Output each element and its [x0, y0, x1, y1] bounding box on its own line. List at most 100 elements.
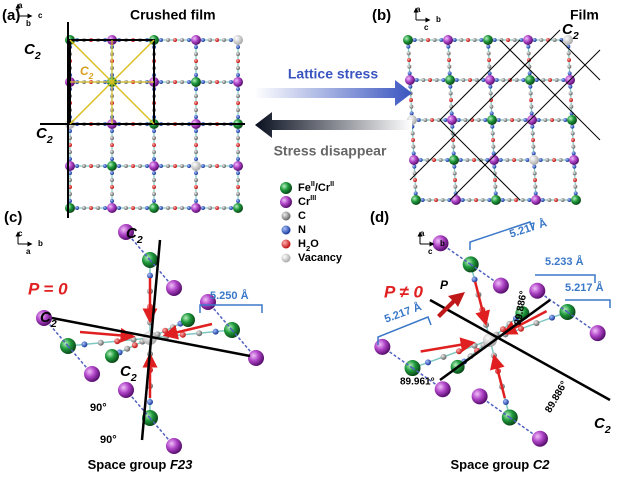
- atom: [453, 185, 457, 189]
- atom: [222, 206, 226, 210]
- atom: [159, 38, 163, 42]
- atom: [222, 80, 226, 84]
- atom: [569, 91, 573, 95]
- atom: [466, 38, 470, 42]
- c2-axis: [440, 300, 550, 380]
- c2-label: C2: [24, 41, 41, 62]
- atom: [166, 38, 170, 42]
- panel-title: Crushed film: [130, 7, 216, 23]
- atom: [459, 38, 463, 42]
- atom: [531, 138, 535, 142]
- atom: [492, 165, 496, 169]
- atom: [187, 38, 191, 42]
- atom: [410, 111, 414, 115]
- atom: [483, 322, 489, 328]
- atom: [561, 198, 565, 202]
- atom: [411, 145, 415, 149]
- distance: 5.217 Å: [565, 281, 604, 294]
- atom: [428, 78, 432, 82]
- atom: [446, 45, 450, 49]
- text-part: II: [330, 180, 334, 188]
- atom: [194, 115, 198, 119]
- atom: [162, 328, 168, 334]
- atom: [236, 143, 240, 147]
- labels: Lattice stressStress disappearFeII/CrIIC…: [2, 1, 611, 472]
- atom: [449, 98, 453, 102]
- atom: [117, 206, 121, 210]
- atom: [528, 71, 532, 75]
- angle: 89.886°: [543, 379, 570, 414]
- atom: [194, 136, 198, 140]
- atom: [222, 164, 226, 168]
- atom: [236, 45, 240, 49]
- atom: [569, 98, 573, 102]
- text-part: Vacancy: [298, 252, 343, 264]
- polarization: P ≠ 0: [384, 282, 423, 301]
- atom: [411, 195, 421, 205]
- atom: [567, 65, 571, 69]
- atom: [110, 185, 114, 189]
- atom: [110, 143, 114, 147]
- atom: [569, 105, 573, 109]
- atom: [472, 277, 478, 283]
- atom: [571, 195, 581, 205]
- atom: [103, 164, 107, 168]
- atom: [409, 105, 413, 109]
- atom: [527, 198, 531, 202]
- atom: [493, 178, 497, 182]
- atom: [236, 178, 240, 182]
- atom: [461, 78, 465, 82]
- atom: [450, 111, 454, 115]
- atom: [559, 158, 563, 162]
- atom: [487, 58, 491, 62]
- atom: [180, 80, 184, 84]
- atom: [441, 198, 445, 202]
- axis-label: c: [38, 11, 43, 20]
- atom: [166, 164, 170, 168]
- atom: [180, 38, 184, 42]
- atom: [555, 78, 559, 82]
- atom: [406, 45, 410, 49]
- atom: [486, 45, 490, 49]
- atom: [236, 101, 240, 105]
- atom: [409, 98, 413, 102]
- atom: [532, 431, 548, 447]
- atom: [441, 78, 445, 82]
- atom: [407, 51, 411, 55]
- atom: [194, 66, 198, 70]
- text-part: C: [298, 210, 306, 222]
- atom: [233, 203, 243, 213]
- atom: [236, 150, 240, 154]
- atom: [525, 75, 535, 85]
- atom: [521, 78, 525, 82]
- atom: [573, 171, 577, 175]
- text-part: /Cr: [315, 182, 331, 194]
- arrow-forward: [255, 80, 412, 106]
- atom: [493, 278, 509, 294]
- atom: [529, 91, 533, 95]
- text-part: N: [298, 224, 306, 236]
- atom: [548, 78, 552, 82]
- atom: [483, 118, 487, 122]
- atom: [194, 143, 198, 147]
- axis-label: a: [416, 5, 421, 14]
- atom: [236, 185, 240, 189]
- atom: [194, 45, 198, 49]
- atom: [152, 143, 156, 147]
- atom: [194, 87, 198, 91]
- atom: [448, 71, 452, 75]
- atom: [495, 78, 499, 82]
- atom: [554, 198, 558, 202]
- atom: [472, 343, 478, 349]
- atom: [236, 94, 240, 98]
- atom: [421, 198, 425, 202]
- atom: [491, 145, 495, 149]
- atom: [233, 77, 243, 87]
- atom: [435, 78, 439, 82]
- atom: [453, 38, 457, 42]
- atom: [529, 105, 533, 109]
- axis-label: a: [420, 229, 425, 238]
- atom: [173, 38, 177, 42]
- atom: [421, 78, 425, 82]
- atom: [236, 52, 240, 56]
